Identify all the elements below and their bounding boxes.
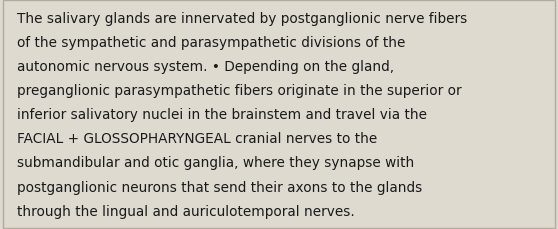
Text: submandibular and otic ganglia, where they synapse with: submandibular and otic ganglia, where th… xyxy=(17,156,414,170)
Text: The salivary glands are innervated by postganglionic nerve fibers: The salivary glands are innervated by po… xyxy=(17,11,467,25)
Text: postganglionic neurons that send their axons to the glands: postganglionic neurons that send their a… xyxy=(17,180,422,194)
Text: inferior salivatory nuclei in the brainstem and travel via the: inferior salivatory nuclei in the brains… xyxy=(17,108,427,122)
Text: FACIAL + GLOSSOPHARYNGEAL cranial nerves to the: FACIAL + GLOSSOPHARYNGEAL cranial nerves… xyxy=(17,132,377,146)
Text: of the sympathetic and parasympathetic divisions of the: of the sympathetic and parasympathetic d… xyxy=(17,35,405,49)
Text: autonomic nervous system. • Depending on the gland,: autonomic nervous system. • Depending on… xyxy=(17,60,394,74)
FancyBboxPatch shape xyxy=(3,1,555,228)
Text: through the lingual and auriculotemporal nerves.: through the lingual and auriculotemporal… xyxy=(17,204,354,218)
Text: preganglionic parasympathetic fibers originate in the superior or: preganglionic parasympathetic fibers ori… xyxy=(17,84,461,98)
